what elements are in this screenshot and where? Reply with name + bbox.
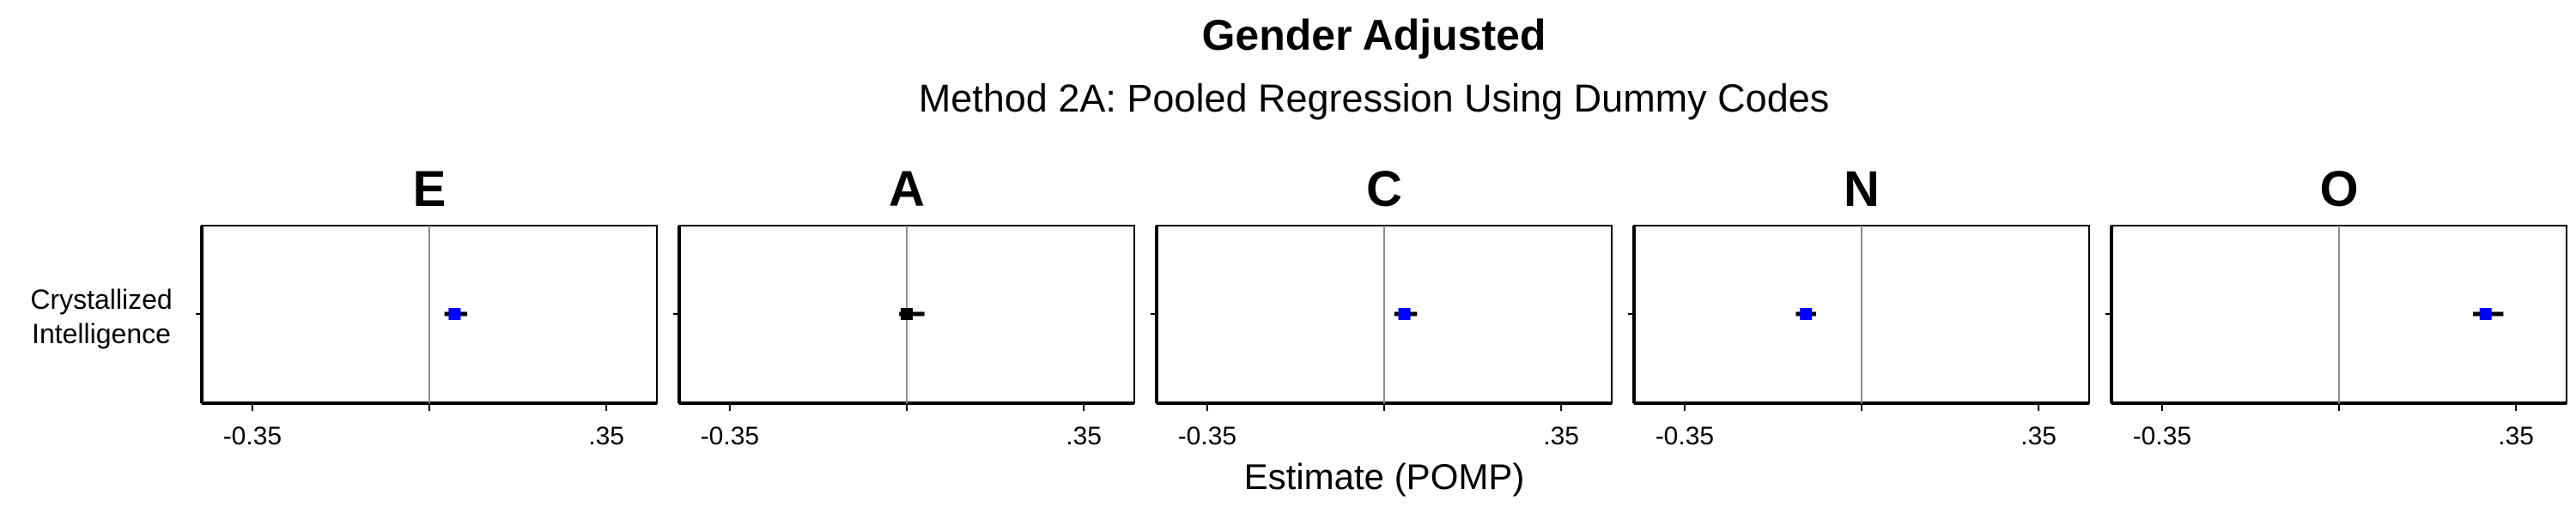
panel-title: C xyxy=(1366,161,1402,217)
x-tick-label: -0.35 xyxy=(1178,422,1236,450)
y-category-label-line: Crystallized xyxy=(30,284,172,315)
estimate-point xyxy=(1800,308,1813,320)
panel-o: O -0.35 .35 xyxy=(2105,161,2567,450)
x-tick-label: .35 xyxy=(2498,422,2534,450)
x-tick-label: .35 xyxy=(1543,422,1579,450)
estimate-point xyxy=(2479,308,2492,320)
chart-subtitle: Method 2A: Pooled Regression Using Dummy… xyxy=(919,76,1830,120)
x-tick-label: .35 xyxy=(2020,422,2057,450)
y-category-label-line: Intelligence xyxy=(32,318,171,349)
x-tick-label: -0.35 xyxy=(1656,422,1714,450)
panel-title: N xyxy=(1844,161,1880,217)
panel-n: N -0.35 .35 xyxy=(1628,161,2090,450)
panel-a: A -0.35 .35 xyxy=(673,161,1135,450)
estimate-point xyxy=(1398,308,1411,320)
x-tick-label: .35 xyxy=(588,422,624,450)
x-axis-label: Estimate (POMP) xyxy=(1244,456,1525,497)
panels: E -0.35 .35 A -0.35 .35 C -0.35 .35 N -0.35 .35 O -0.… xyxy=(196,161,2567,450)
estimate-point xyxy=(901,308,913,320)
panel-title: O xyxy=(2319,161,2358,217)
x-tick-label: .35 xyxy=(1066,422,1102,450)
x-tick-label: -0.35 xyxy=(701,422,759,450)
panel-e: E -0.35 .35 xyxy=(196,161,658,450)
panel-title: E xyxy=(413,161,447,217)
panel-title: A xyxy=(889,161,925,217)
chart-title: Gender Adjusted xyxy=(1202,11,1546,59)
x-tick-label: -0.35 xyxy=(223,422,282,450)
estimate-point xyxy=(448,308,461,320)
panel-c: C -0.35 .35 xyxy=(1151,161,1613,450)
x-tick-label: -0.35 xyxy=(2133,422,2191,450)
